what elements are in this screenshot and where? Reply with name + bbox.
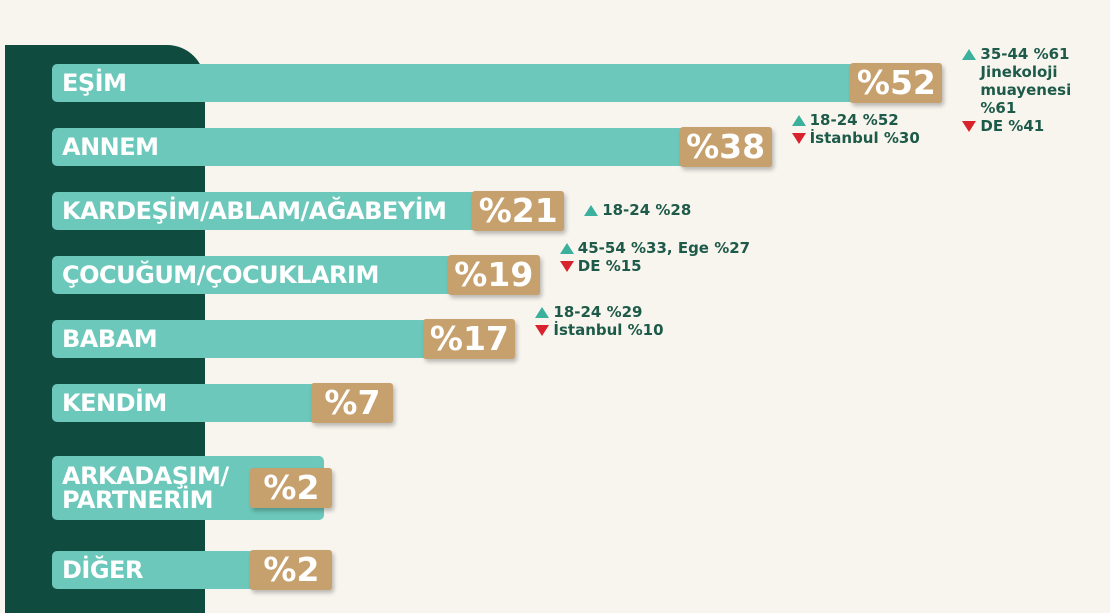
- annotation: 18-24 %29 İstanbul %10: [535, 303, 664, 339]
- annotation: 18-24 %52 İstanbul %30: [791, 111, 920, 147]
- arrow-up: [791, 115, 806, 126]
- category-label: EŞİM: [62, 69, 127, 97]
- bar: [52, 128, 764, 166]
- category-label: KARDEŞİM/ABLAM/AĞABEYİM: [62, 197, 447, 225]
- category-label: ARKADAŞIM/ PARTNERİM: [62, 462, 229, 514]
- annotation-row: 18-24 %28: [584, 201, 691, 219]
- annotation: 35-44 %61 Jinekoloji muayenesi %61 DE %41: [962, 45, 1110, 135]
- arrow-up: [559, 243, 574, 254]
- annotation-text: İstanbul %10: [553, 321, 664, 339]
- annotation-text: İstanbul %30: [809, 129, 920, 147]
- value-label: %38: [679, 127, 772, 167]
- arrow-up: [535, 307, 550, 318]
- value-label: %19: [447, 255, 540, 295]
- annotation-row: 45-54 %33, Ege %27: [559, 239, 751, 257]
- arrow-up: [962, 49, 977, 60]
- annotation-row: İstanbul %10: [535, 321, 664, 339]
- annotation-text: 45-54 %33, Ege %27: [577, 239, 751, 257]
- value-label: %2: [250, 468, 333, 508]
- value-label: %17: [423, 319, 516, 359]
- category-label: ANNEM: [62, 133, 159, 161]
- annotation-row: 35-44 %61 Jinekoloji muayenesi %61: [962, 45, 1110, 117]
- annotation-text: 18-24 %52: [809, 111, 899, 129]
- value-label: %2: [250, 550, 333, 590]
- arrow-down: [791, 133, 806, 144]
- annotation: 45-54 %33, Ege %27 DE %15: [559, 239, 751, 275]
- category-label: DİĞER: [62, 556, 143, 584]
- annotation-row: DE %41: [962, 117, 1110, 135]
- value-label: %7: [311, 383, 394, 423]
- annotation-row: İstanbul %30: [791, 129, 920, 147]
- annotation-text: DE %15: [577, 257, 642, 275]
- category-label: BABAM: [62, 325, 158, 353]
- annotation-text: 18-24 %29: [553, 303, 643, 321]
- annotation: 18-24 %28: [584, 201, 691, 219]
- category-label: ÇOCUĞUM/ÇOCUKLARIM: [62, 261, 379, 289]
- arrow-down: [559, 261, 574, 272]
- annotation-row: DE %15: [559, 257, 750, 275]
- bar: [52, 192, 557, 230]
- annotation-row: 18-24 %29: [535, 303, 663, 321]
- annotation-text: 35-44 %61 Jinekoloji muayenesi %61: [980, 45, 1072, 117]
- annotation-row: 18-24 %52: [791, 111, 920, 129]
- arrow-down: [962, 121, 977, 132]
- bar: [52, 64, 935, 102]
- category-label: KENDİM: [62, 389, 167, 417]
- arrow-up: [584, 205, 599, 216]
- arrow-down: [535, 325, 550, 336]
- annotation-text: DE %41: [980, 117, 1045, 135]
- annotation-text: 18-24 %28: [602, 201, 692, 219]
- value-label: %21: [472, 191, 565, 231]
- value-label: %52: [850, 63, 943, 103]
